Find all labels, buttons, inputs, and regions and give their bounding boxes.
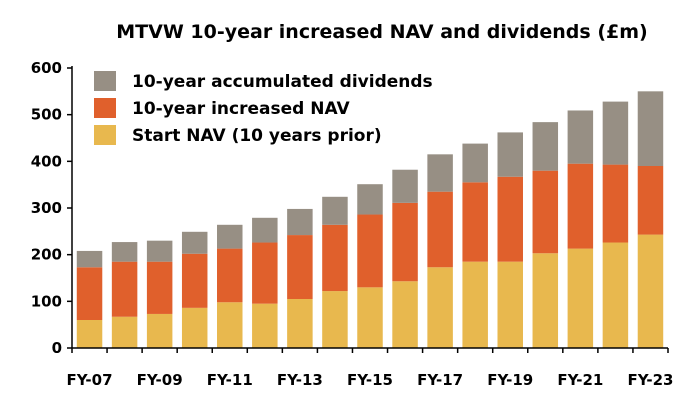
bar-fy-08-series-0 <box>111 316 138 348</box>
bar-fy-21-series-0 <box>567 248 594 348</box>
bar-fy-17-series-2 <box>427 154 453 192</box>
x-tick-label-fy-17: FY-17 <box>417 371 463 389</box>
bar-fy-23-series-1 <box>637 166 664 235</box>
bar-fy-14-series-0 <box>322 291 348 348</box>
bar-fy-09-series-1 <box>146 261 173 314</box>
bar-fy-10-series-2 <box>181 231 208 254</box>
bar-fy-18-series-2 <box>462 143 488 183</box>
bar-fy-17-series-1 <box>427 191 453 268</box>
bar-fy-15-series-1 <box>357 214 383 288</box>
bar-fy-13-series-0 <box>287 299 313 348</box>
bar-fy-12-series-2 <box>252 217 278 243</box>
bar-fy-20-series-2 <box>532 122 559 171</box>
bar-fy-13-series-2 <box>287 208 313 236</box>
chart-title: MTVW 10-year increased NAV and dividends… <box>116 21 647 43</box>
x-tick-label-fy-09: FY-09 <box>137 371 183 389</box>
bar-fy-22-series-0 <box>602 242 629 348</box>
bar-fy-19-series-2 <box>497 132 523 177</box>
bar-fy-11-series-0 <box>217 302 243 348</box>
bar-fy-23-series-0 <box>637 234 664 348</box>
bar-fy-15-series-0 <box>357 287 383 348</box>
bar-fy-19-series-1 <box>497 176 523 262</box>
bar-fy-14-series-1 <box>322 224 348 292</box>
x-tick-label-fy-19: FY-19 <box>487 371 533 389</box>
y-tick-label-300: 300 <box>31 199 62 217</box>
bar-fy-09-series-0 <box>146 313 173 348</box>
x-tick-label-fy-21: FY-21 <box>557 371 603 389</box>
bar-fy-21-series-2 <box>567 110 594 164</box>
bar-fy-08-series-1 <box>111 261 138 317</box>
x-tick-label-fy-07: FY-07 <box>67 371 113 389</box>
x-tick-label-fy-23: FY-23 <box>627 371 673 389</box>
y-tick-label-100: 100 <box>31 292 62 310</box>
x-tick-label-fy-15: FY-15 <box>347 371 393 389</box>
bar-fy-11-series-2 <box>217 224 243 249</box>
legend-label-1: 10-year increased NAV <box>132 99 350 119</box>
plot-area: 0 100 200 300 400 500 600 FY-07 FY-09 FY-11 FY-13 F… <box>31 59 674 389</box>
bar-fy-07-series-2 <box>76 250 103 268</box>
y-tick-label-500: 500 <box>31 106 62 124</box>
bar-fy-23-series-2 <box>637 91 664 166</box>
y-tick-label-600: 600 <box>31 59 62 77</box>
bar-fy-17-series-0 <box>427 267 453 348</box>
bar-fy-08-series-2 <box>111 242 138 262</box>
bar-fy-15-series-2 <box>357 184 383 215</box>
bar-fy-16-series-2 <box>392 169 418 203</box>
y-tick-label-400: 400 <box>31 152 62 170</box>
bar-fy-18-series-0 <box>462 261 488 348</box>
bar-fy-07-series-1 <box>76 267 103 320</box>
bar-fy-10-series-0 <box>181 307 208 348</box>
bar-fy-13-series-1 <box>287 235 313 299</box>
bar-fy-12-series-0 <box>252 303 278 348</box>
legend: 10-year accumulated dividends 10-year inc… <box>94 71 433 146</box>
bar-fy-16-series-0 <box>392 281 418 348</box>
bar-fy-12-series-1 <box>252 242 278 304</box>
x-tick-label-fy-13: FY-13 <box>277 371 323 389</box>
bar-fy-18-series-1 <box>462 182 488 262</box>
bar-fy-22-series-1 <box>602 164 629 243</box>
bar-fy-14-series-2 <box>322 196 348 225</box>
legend-label-2: Start NAV (10 years prior) <box>132 126 382 146</box>
bar-fy-21-series-1 <box>567 163 594 249</box>
bar-fy-09-series-2 <box>146 240 173 262</box>
y-tick-label-0: 0 <box>52 339 62 357</box>
legend-swatch-0 <box>94 71 116 91</box>
legend-swatch-1 <box>94 98 116 118</box>
bar-fy-20-series-0 <box>532 253 559 348</box>
y-tick-label-200: 200 <box>31 246 62 264</box>
bar-fy-07-series-0 <box>76 320 103 348</box>
legend-swatch-2 <box>94 125 116 145</box>
legend-label-0: 10-year accumulated dividends <box>132 72 433 92</box>
bar-fy-22-series-2 <box>602 101 629 165</box>
bar-fy-16-series-1 <box>392 202 418 282</box>
bar-fy-10-series-1 <box>181 253 208 308</box>
bar-fy-20-series-1 <box>532 170 559 254</box>
x-tick-label-fy-11: FY-11 <box>207 371 253 389</box>
bar-fy-19-series-0 <box>497 261 523 348</box>
bar-fy-11-series-1 <box>217 248 243 303</box>
